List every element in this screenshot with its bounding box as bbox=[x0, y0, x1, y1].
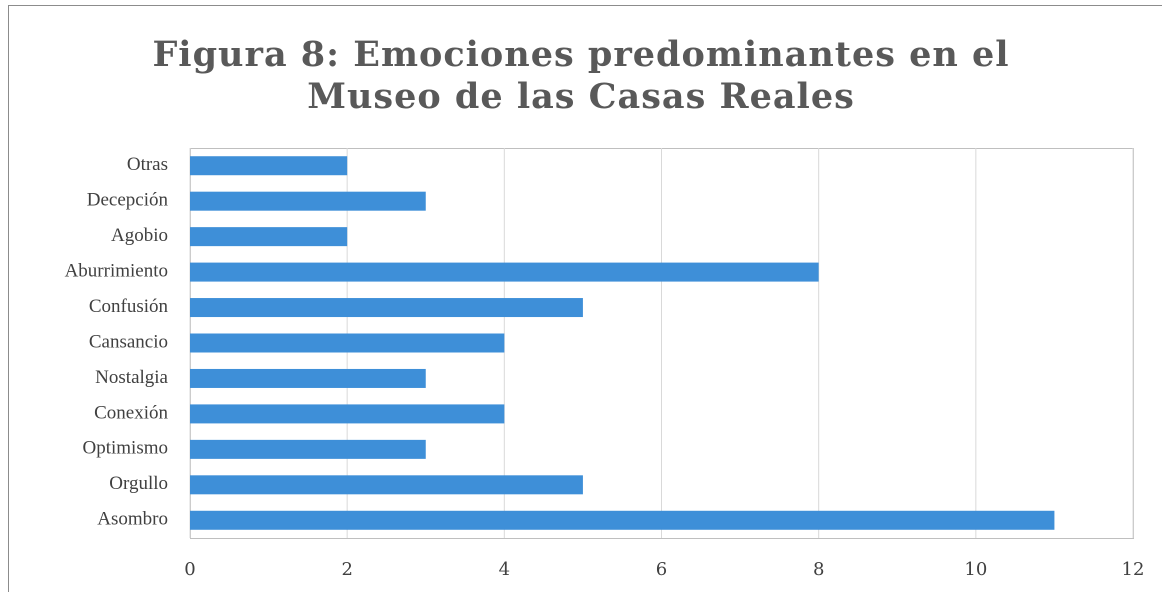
bar bbox=[190, 227, 348, 247]
y-tick-label: Orgullo bbox=[109, 473, 168, 494]
x-tick-label: 10 bbox=[964, 559, 987, 580]
bar bbox=[190, 439, 426, 459]
y-tick-label: Asombro bbox=[97, 509, 168, 530]
x-tick-label: 4 bbox=[499, 559, 510, 580]
x-tick-label: 2 bbox=[341, 559, 352, 580]
bar bbox=[190, 262, 819, 282]
x-tick-label: 12 bbox=[1122, 559, 1145, 580]
y-tick-label: Confusión bbox=[89, 296, 169, 317]
y-tick-label: Conexión bbox=[94, 402, 168, 423]
x-tick-label: 8 bbox=[813, 559, 824, 580]
x-tick-label: 6 bbox=[656, 559, 667, 580]
y-tick-label: Agobio bbox=[111, 225, 168, 246]
bar bbox=[190, 156, 348, 176]
chart-border bbox=[8, 5, 1162, 592]
bar bbox=[190, 333, 505, 353]
bar bbox=[190, 298, 583, 318]
y-tick-label: Cansancio bbox=[89, 331, 168, 352]
bar bbox=[190, 368, 426, 388]
bar bbox=[190, 510, 1055, 530]
y-tick-label: Otras bbox=[127, 154, 168, 175]
chart-title: Figura 8: Emociones predominantes en el … bbox=[152, 34, 1010, 117]
bar bbox=[190, 191, 426, 211]
y-tick-label: Decepción bbox=[87, 190, 169, 211]
bar bbox=[190, 475, 583, 495]
y-tick-label: Optimismo bbox=[82, 438, 168, 459]
x-tick-label: 0 bbox=[184, 559, 195, 580]
bar bbox=[190, 404, 505, 424]
y-tick-label: Nostalgia bbox=[95, 367, 168, 388]
y-tick-label: Aburrimiento bbox=[65, 260, 168, 281]
